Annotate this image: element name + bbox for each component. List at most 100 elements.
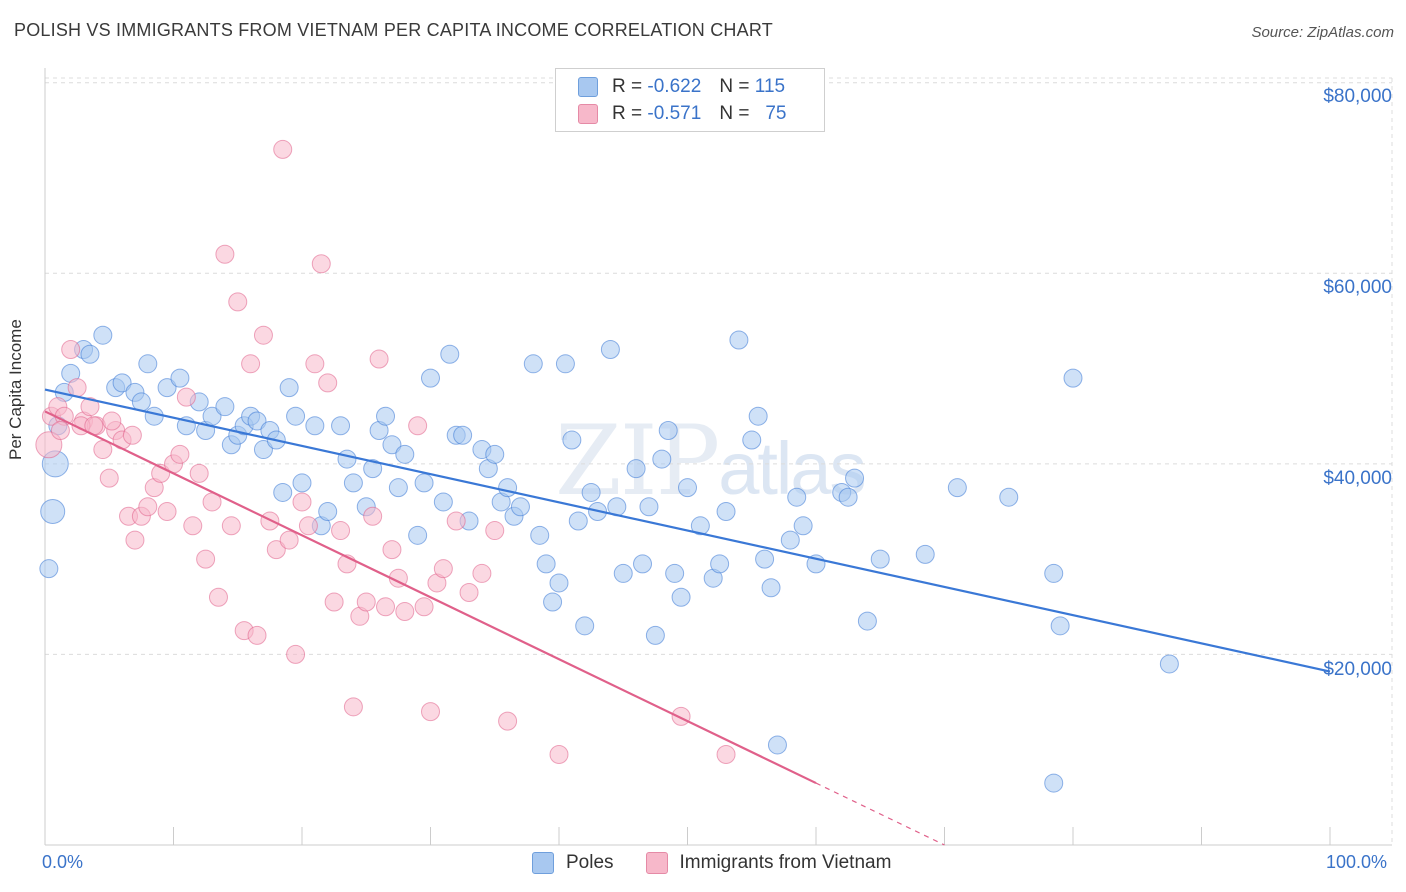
x-tick-label-max: 100.0% — [1326, 852, 1388, 872]
point-poles — [382, 435, 402, 455]
point-poles — [337, 449, 357, 469]
point-poles — [1044, 563, 1064, 583]
point-vietnam — [318, 373, 338, 393]
point-poles — [787, 487, 807, 507]
point-poles — [793, 516, 813, 536]
point-vietnam — [215, 244, 235, 264]
point-poles — [549, 573, 569, 593]
point-vietnam — [80, 397, 100, 417]
point-poles — [363, 459, 383, 479]
point-vietnam — [189, 463, 209, 483]
point-poles — [658, 421, 678, 441]
point-poles — [581, 482, 601, 502]
point-vietnam — [157, 501, 177, 521]
point-poles — [1044, 773, 1064, 793]
trendline-vietnam — [44, 410, 817, 785]
series-label-poles: Poles — [566, 852, 614, 873]
point-poles — [305, 416, 325, 436]
point-poles — [286, 406, 306, 426]
point-poles — [144, 406, 164, 426]
point-vietnam — [286, 644, 306, 664]
y-tick-label-60000: $60,000 — [1323, 277, 1392, 298]
point-poles — [523, 354, 543, 374]
point-poles — [273, 482, 293, 502]
point-vietnam — [50, 421, 70, 441]
legend-r-label: R = — [612, 103, 643, 124]
point-poles — [870, 549, 890, 569]
legend-r-value-poles: -0.622 — [647, 76, 702, 97]
point-poles — [40, 498, 66, 524]
legend-row-poles: R = -0.622 N = 115 — [578, 74, 785, 100]
point-poles — [678, 478, 697, 498]
point-poles — [690, 516, 710, 536]
legend-n-value-vietnam: 75 — [765, 103, 787, 124]
point-poles — [510, 497, 530, 517]
point-vietnam — [176, 387, 196, 407]
point-poles — [1063, 368, 1083, 388]
point-poles — [421, 368, 440, 388]
point-vietnam — [93, 440, 113, 460]
point-vietnam — [67, 378, 87, 398]
legend-swatch-poles — [578, 77, 598, 97]
point-poles — [253, 440, 273, 460]
point-poles — [652, 449, 672, 469]
point-poles — [568, 511, 588, 531]
point-vietnam — [433, 559, 453, 579]
legend-r-value-vietnam: -0.571 — [647, 103, 702, 124]
point-poles — [915, 544, 935, 564]
point-poles — [343, 473, 363, 493]
point-vietnam — [228, 292, 248, 312]
point-poles — [613, 563, 633, 583]
point-poles — [838, 487, 858, 507]
legend-n-label: N = — [719, 103, 750, 124]
point-vietnam — [247, 625, 267, 645]
point-poles — [530, 525, 550, 545]
point-poles — [138, 354, 158, 374]
point-vietnam — [343, 697, 363, 717]
source-label: Source: ZipAtlas.com — [1251, 24, 1394, 41]
point-poles — [671, 587, 691, 607]
point-vietnam — [138, 497, 158, 517]
y-tick-label-40000: $40,000 — [1323, 468, 1392, 489]
correlation-legend: R = -0.622 N = 115 R = -0.571 N = 75 — [555, 68, 825, 132]
legend-swatch-vietnam — [578, 104, 598, 124]
point-poles — [755, 549, 775, 569]
series-label-vietnam: Immigrants from Vietnam — [679, 852, 892, 873]
point-poles — [1159, 654, 1179, 674]
point-vietnam — [421, 702, 440, 722]
point-vietnam — [331, 521, 351, 541]
point-poles — [562, 430, 582, 450]
point-vietnam — [376, 597, 396, 617]
point-vietnam — [298, 516, 318, 536]
point-poles — [665, 563, 685, 583]
point-poles — [639, 497, 659, 517]
series-swatch-poles — [532, 852, 554, 874]
point-poles — [710, 554, 730, 574]
point-poles — [408, 525, 428, 545]
point-poles — [157, 378, 177, 398]
point-vietnam — [363, 506, 383, 526]
y-tick-label-80000: $80,000 — [1323, 86, 1392, 107]
point-poles — [748, 406, 768, 426]
series-legend-item-poles: Poles — [532, 852, 614, 874]
point-poles — [857, 611, 877, 631]
point-vietnam — [241, 354, 261, 374]
point-vietnam — [446, 511, 466, 531]
series-legend-item-vietnam: Immigrants from Vietnam — [645, 852, 892, 874]
point-vietnam — [395, 602, 415, 622]
point-vietnam — [356, 592, 376, 612]
point-poles — [645, 625, 665, 645]
point-poles — [170, 368, 190, 388]
point-poles — [767, 735, 787, 755]
point-vietnam — [266, 540, 286, 560]
point-poles — [440, 344, 460, 364]
point-vietnam — [122, 425, 142, 445]
point-poles — [999, 487, 1019, 507]
point-vietnam — [459, 582, 479, 602]
point-vietnam — [485, 521, 505, 541]
legend-r-label: R = — [612, 76, 643, 97]
point-poles — [388, 478, 408, 498]
point-poles — [845, 468, 865, 488]
point-vietnam — [382, 540, 402, 560]
chart-title: POLISH VS IMMIGRANTS FROM VIETNAM PER CA… — [14, 20, 773, 40]
